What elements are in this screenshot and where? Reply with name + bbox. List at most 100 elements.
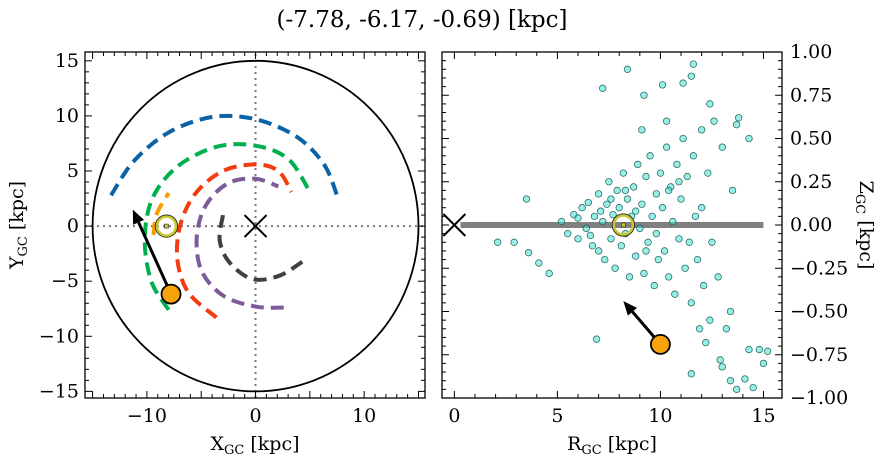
scatter-point [609,210,617,219]
scatter-point [607,235,615,243]
scatter-point [702,338,710,347]
spiral-arm-5 [217,214,306,282]
scatter-point [718,143,726,151]
scatter-point [493,238,502,246]
scatter-point [689,60,698,68]
scatter-point [510,238,518,246]
velocity-arrow-head [132,209,145,225]
scatter-point [584,198,592,207]
scatter-point [607,195,615,203]
scatter-point [710,117,718,125]
scatter-point [662,143,671,151]
scatter-point [582,224,590,233]
scatter-point [759,359,768,368]
scatter-point [640,269,648,278]
scatter-point [665,273,673,281]
scatter-point [636,224,644,233]
scatter-point [718,363,726,371]
scatter-points [493,60,772,394]
scatter-point [586,231,595,240]
scatter-point [693,255,702,264]
x-axis-label: RGC [kpc] [567,433,657,458]
scatter-point [722,325,731,333]
scatter-point [594,247,603,255]
scatter-point [679,79,687,87]
scatter-point [675,235,683,243]
scatter-point [594,190,603,198]
ticks [442,51,782,399]
scatter-point [590,212,599,221]
scatter-point [646,152,654,160]
scatter-point [605,178,613,186]
galactic-center-marker [442,213,467,237]
scatter-point [665,186,673,195]
scatter-point [679,134,687,143]
scatter-point [745,134,753,143]
scatter-point [697,126,706,134]
scatter-point [574,235,582,243]
scatter-point [726,307,735,316]
y-tick-label: −10 [39,325,79,347]
sun-marker-outer [154,214,179,238]
scatter-point [574,214,582,222]
scatter-point [654,255,663,264]
scatter-point [640,91,648,99]
y-tick-label: 0 [67,215,79,237]
velocity-arrow [137,221,173,295]
y-tick-label: 10 [55,105,79,127]
scatter-point [535,259,543,267]
x-tick-label: 10 [352,405,376,427]
y-axis-label: ZGC [kpc] [852,181,877,270]
sun-marker-center [621,222,626,228]
scatter-point [578,204,586,212]
rz-meridional-panel: 0 5 10 15 −1.00 −0.75 −0.50 −0.25 0.00 0.25 0.50 0.… [441,41,877,458]
scatter-point [675,178,683,186]
scatter-point [681,264,689,272]
ticks [85,52,425,398]
scatter-point [617,242,625,250]
scatter-point [621,186,630,195]
y-tick-label: −0.75 [790,344,848,366]
scatter-point [726,377,735,385]
x-tick-label: 5 [551,405,563,427]
scatter-point [687,370,695,378]
sun-marker [612,214,635,236]
y-tick-label: −1.00 [790,387,848,409]
scatter-point [652,190,660,198]
sun-marker [155,215,178,237]
y-tick-label: 5 [67,160,79,182]
scatter-point [658,204,667,212]
y-tick-label: 15 [55,50,79,72]
sun-marker-outer [611,213,635,237]
scatter-point [658,81,667,89]
figure-title: (-7.78, -6.17, -0.69) [kpc] [277,7,568,33]
scatter-point [524,249,533,257]
scatter-point [662,117,671,125]
scatter-point [603,200,611,208]
y-tick-label: 0.00 [790,214,832,236]
scatter-point [669,217,677,226]
scatter-point [716,356,724,364]
scatter-point [763,347,772,355]
plot-area [85,52,425,398]
x-tick-label: 15 [751,405,775,427]
scatter-point [564,229,572,238]
spiral-arm-4 [194,176,284,310]
scatter-point [656,169,665,177]
scatter-point [673,160,681,169]
x-tick-label: 0 [448,405,460,427]
scatter-point [601,255,609,264]
scatter-point [642,247,650,255]
scatter-point [687,72,695,80]
spiral-arm-3 [174,162,294,320]
scatter-point [522,195,531,203]
y-axis-label: YGC [kpc] [6,181,31,270]
y-tick-label: 0.25 [790,171,832,193]
scatter-point [714,273,722,281]
scatter-point [706,100,714,108]
scatter-point [728,186,737,195]
target-star-marker [650,333,671,355]
scatter-point [749,383,757,392]
spiral-arm-1 [142,142,311,311]
